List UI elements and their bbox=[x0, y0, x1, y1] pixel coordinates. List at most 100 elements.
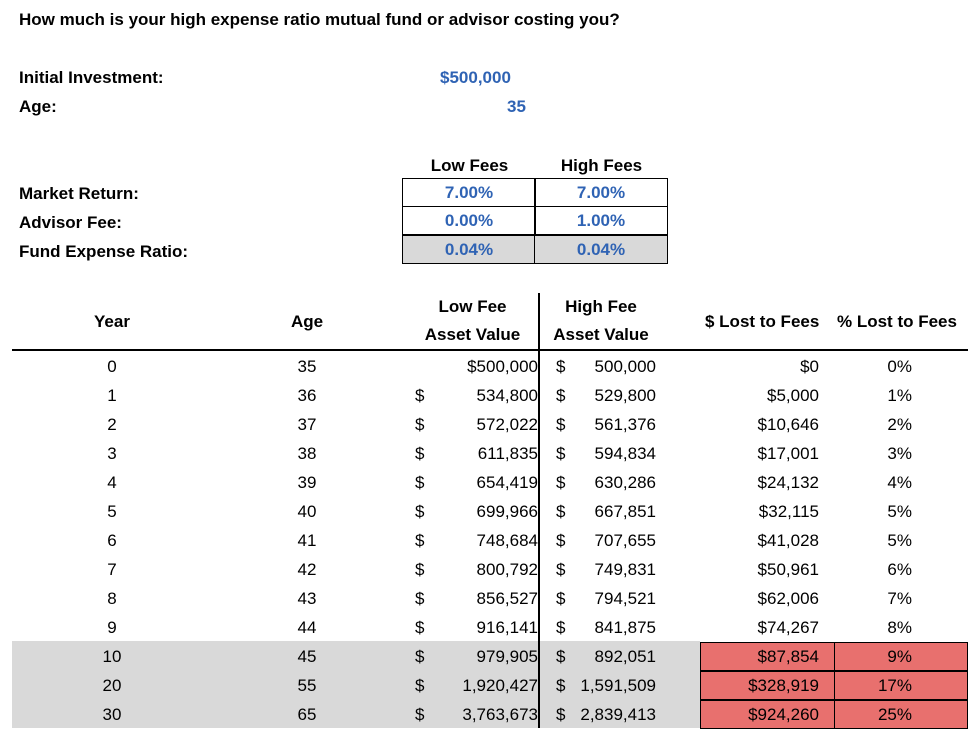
header-underline bbox=[12, 349, 968, 351]
dollar-lost-cell: $24,132 bbox=[757, 473, 819, 492]
year-cell: 9 bbox=[107, 618, 117, 637]
year-cell: 1 bbox=[107, 386, 117, 405]
low-asset-value: 916,141 bbox=[476, 618, 538, 637]
year-cell: 7 bbox=[107, 560, 117, 579]
low-asset-value: $500,000 bbox=[467, 357, 538, 376]
dollar-lost-cell: $17,001 bbox=[757, 444, 819, 463]
pct-lost-cell: 6% bbox=[887, 560, 912, 579]
pct-lost-cell: 0% bbox=[887, 357, 912, 376]
high-currency-symbol: $ bbox=[556, 647, 566, 666]
high-asset-value: 594,834 bbox=[594, 444, 656, 463]
low-fees-header: Low Fees bbox=[430, 156, 509, 175]
table-row: 2 37 $ 572,022 $ 561,376 $10,646 2% bbox=[12, 410, 968, 439]
age-cell: 45 bbox=[297, 647, 317, 666]
year-cell: 20 bbox=[102, 676, 122, 695]
low-currency-symbol: $ bbox=[415, 618, 425, 637]
fund-expense-ratio-label: Fund Expense Ratio: bbox=[19, 242, 189, 261]
advisor-fee-low-cell[interactable]: 0.00% bbox=[402, 206, 536, 235]
high-fees-header: High Fees bbox=[560, 156, 643, 175]
header-age: Age bbox=[290, 312, 324, 331]
pct-lost-cell: 5% bbox=[887, 502, 912, 521]
pct-lost-cell: 4% bbox=[887, 473, 912, 492]
header-year: Year bbox=[94, 312, 130, 331]
dollar-lost-cell: $32,115 bbox=[758, 502, 819, 521]
high-currency-symbol: $ bbox=[556, 589, 566, 608]
pct-lost-cell: 8% bbox=[887, 618, 912, 637]
header-high-fee-line1: High Fee bbox=[565, 297, 637, 316]
high-currency-symbol: $ bbox=[556, 705, 566, 724]
initial-investment-value[interactable]: $500,000 bbox=[440, 68, 511, 87]
pct-lost-cell: 7% bbox=[887, 589, 912, 608]
low-asset-value: 856,527 bbox=[476, 589, 538, 608]
table-row: 5 40 $ 699,966 $ 667,851 $32,115 5% bbox=[12, 497, 968, 526]
high-asset-value: 2,839,413 bbox=[580, 705, 656, 724]
high-currency-symbol: $ bbox=[556, 444, 566, 463]
dollar-lost-cell: $62,006 bbox=[757, 589, 819, 608]
age-cell: 39 bbox=[297, 473, 317, 492]
low-currency-symbol: $ bbox=[415, 386, 425, 405]
age-cell: 42 bbox=[297, 560, 317, 579]
low-asset-value: 979,905 bbox=[476, 647, 538, 666]
header-dollar-lost: $ Lost to Fees bbox=[705, 312, 820, 331]
low-currency-symbol: $ bbox=[415, 473, 425, 492]
fund-expense-ratio-low-cell[interactable]: 0.04% bbox=[402, 235, 536, 264]
fund-expense-ratio-high-cell[interactable]: 0.04% bbox=[534, 235, 668, 264]
year-cell: 2 bbox=[107, 415, 117, 434]
advisor-fee-label: Advisor Fee: bbox=[19, 213, 122, 232]
table-row-highlighted: 20 55 $ 1,920,427 $ 1,591,509 $328,919 1… bbox=[12, 671, 968, 700]
pct-lost-cell: 1% bbox=[887, 386, 912, 405]
table-row: 1 36 $ 534,800 $ 529,800 $5,000 1% bbox=[12, 381, 968, 410]
high-asset-value: 841,875 bbox=[594, 618, 656, 637]
year-cell: 0 bbox=[107, 357, 117, 376]
low-asset-value: 800,792 bbox=[476, 560, 538, 579]
market-return-high-cell[interactable]: 7.00% bbox=[534, 178, 668, 207]
pct-lost-cell: 17% bbox=[877, 676, 912, 695]
low-currency-symbol: $ bbox=[415, 589, 425, 608]
page-title: How much is your high expense ratio mutu… bbox=[19, 10, 620, 29]
pct-lost-highlight bbox=[834, 642, 968, 671]
high-asset-value: 892,051 bbox=[594, 647, 656, 666]
year-cell: 5 bbox=[107, 502, 117, 521]
pct-lost-cell: 3% bbox=[887, 444, 912, 463]
low-asset-value: 611,835 bbox=[477, 444, 538, 463]
dollar-lost-cell: $87,854 bbox=[757, 647, 819, 666]
year-cell: 30 bbox=[102, 705, 122, 724]
low-currency-symbol: $ bbox=[415, 647, 425, 666]
low-currency-symbol: $ bbox=[415, 502, 425, 521]
high-currency-symbol: $ bbox=[556, 386, 566, 405]
dollar-lost-cell: $10,646 bbox=[757, 415, 819, 434]
high-currency-symbol: $ bbox=[556, 531, 566, 550]
year-cell: 10 bbox=[102, 647, 122, 666]
age-label: Age: bbox=[19, 97, 57, 116]
table-row: 8 43 $ 856,527 $ 794,521 $62,006 7% bbox=[12, 584, 968, 613]
low-high-divider bbox=[538, 293, 540, 728]
dollar-lost-cell: $328,919 bbox=[748, 676, 819, 695]
low-asset-value: 699,966 bbox=[476, 502, 538, 521]
table-row: 7 42 $ 800,792 $ 749,831 $50,961 6% bbox=[12, 555, 968, 584]
advisor-fee-high-cell[interactable]: 1.00% bbox=[534, 206, 668, 235]
age-cell: 55 bbox=[297, 676, 317, 695]
high-currency-symbol: $ bbox=[556, 618, 566, 637]
low-currency-symbol: $ bbox=[415, 705, 425, 724]
pct-lost-cell: 2% bbox=[887, 415, 912, 434]
low-currency-symbol: $ bbox=[415, 676, 425, 695]
pct-lost-cell: 5% bbox=[887, 531, 912, 550]
table-row: 6 41 $ 748,684 $ 707,655 $41,028 5% bbox=[12, 526, 968, 555]
low-currency-symbol: $ bbox=[415, 415, 425, 434]
low-asset-value: 3,763,673 bbox=[462, 705, 538, 724]
age-cell: 36 bbox=[297, 386, 317, 405]
age-cell: 43 bbox=[297, 589, 317, 608]
age-value[interactable]: 35 bbox=[507, 97, 526, 116]
header-low-fee-line1: Low Fee bbox=[438, 297, 507, 316]
high-asset-value: 749,831 bbox=[594, 560, 656, 579]
initial-investment-label: Initial Investment: bbox=[19, 68, 164, 87]
header-pct-lost: % Lost to Fees bbox=[837, 312, 957, 331]
high-currency-symbol: $ bbox=[556, 473, 566, 492]
age-cell: 41 bbox=[297, 531, 317, 550]
dollar-lost-cell: $74,267 bbox=[757, 618, 819, 637]
high-asset-value: 630,286 bbox=[594, 473, 656, 492]
dollar-lost-cell: $50,961 bbox=[757, 560, 819, 579]
table-row-highlighted: 30 65 $ 3,763,673 $ 2,839,413 $924,260 2… bbox=[12, 700, 968, 729]
header-low-fee-line2: Asset Value bbox=[424, 325, 521, 344]
market-return-low-cell[interactable]: 7.00% bbox=[402, 178, 536, 207]
